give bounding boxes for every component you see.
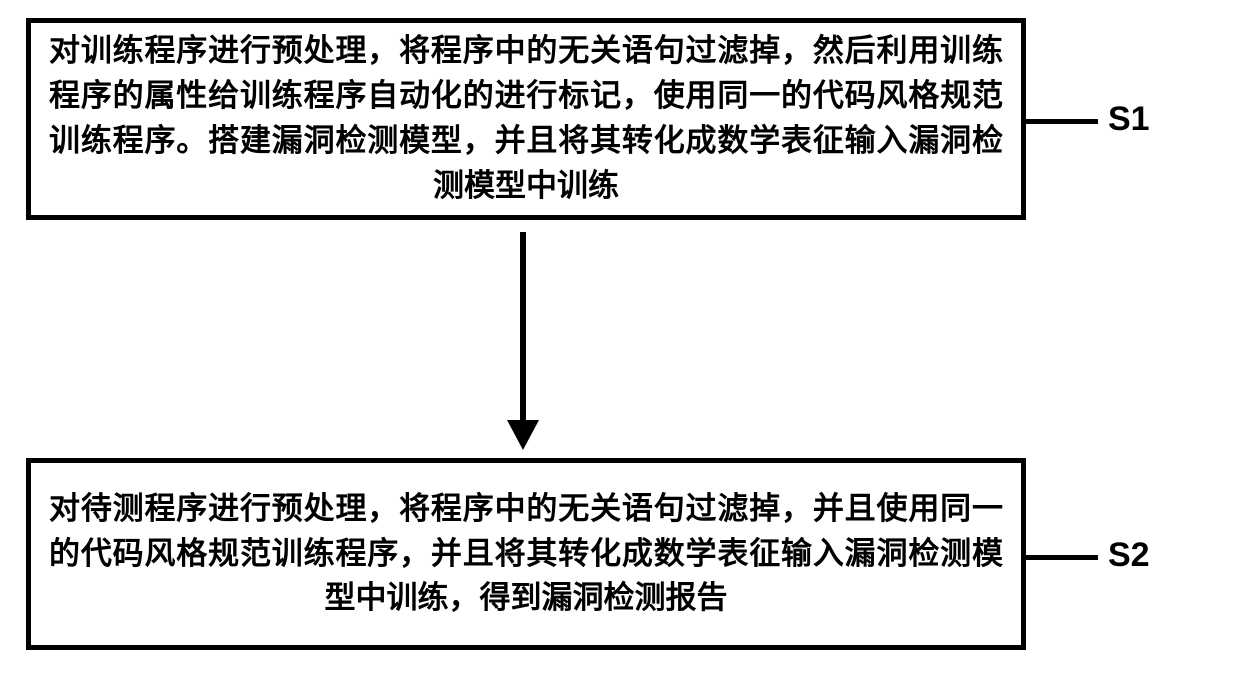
arrow-line — [520, 232, 526, 422]
step-box-s2: 对待测程序进行预处理，将程序中的无关语句过滤掉，并且使用同一的代码风格规范训练程… — [26, 458, 1026, 650]
step-s1-text: 对训练程序进行预处理，将程序中的无关语句过滤掉，然后利用训练程序的属性给训练程序… — [49, 29, 1003, 209]
step-box-s1: 对训练程序进行预处理，将程序中的无关语句过滤掉，然后利用训练程序的属性给训练程序… — [26, 18, 1026, 220]
step-s2-text: 对待测程序进行预处理，将程序中的无关语句过滤掉，并且使用同一的代码风格规范训练程… — [49, 487, 1003, 622]
connector-s1-to-label — [1026, 119, 1098, 124]
arrow-head-icon — [507, 420, 539, 450]
label-s2: S2 — [1108, 536, 1150, 575]
diagram-canvas: 对训练程序进行预处理，将程序中的无关语句过滤掉，然后利用训练程序的属性给训练程序… — [0, 0, 1240, 692]
label-s1: S1 — [1108, 100, 1150, 139]
connector-s2-to-label — [1026, 555, 1098, 560]
